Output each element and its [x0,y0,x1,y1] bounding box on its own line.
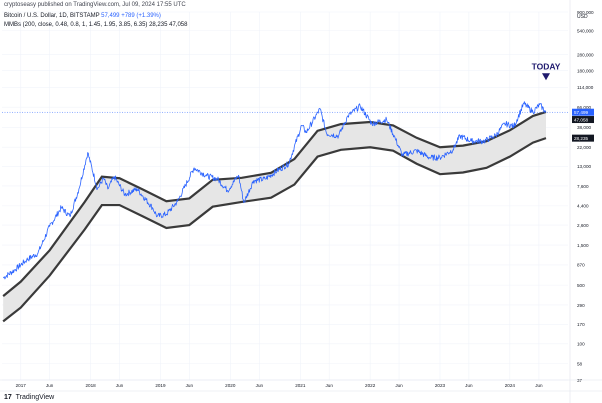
y-tick-label: 870 [577,263,585,268]
x-tick-label: 2017 [16,383,27,388]
y-tick-label: 114,000 [577,85,594,90]
tradingview-brand: TradingView [15,394,55,401]
down-arrow-icon [541,73,550,81]
last-price-tag-bg [572,108,594,116]
y-tick-label: 38,000 [577,125,591,130]
x-tick-label: Jun [46,383,54,388]
last-price-text: 57,499 [101,13,120,19]
x-tick-label: 2024 [505,383,516,388]
y-tick-label: 13,000 [577,164,591,169]
y-tick-label: 900,000 [577,10,594,15]
lower-band-tag-bg [572,134,594,142]
indicator-value-2: 47,058 [169,22,188,28]
x-tick-label: 2023 [435,383,446,388]
x-axis: 2017 Jun 2018 Jun 2019 Jun 2020 Jun 2021 Jun 2022 J… [0,379,602,392]
x-tick-label: Jun [465,383,473,388]
x-tick-label: Jun [116,383,124,388]
tradingview-logo[interactable]: 17 TradingView [4,394,54,401]
bands [2,110,547,323]
grid [2,11,568,381]
indicator-params: MMBs (200, close, 0.48, 0.8, 1, 1.45, 1.… [4,22,148,28]
x-tick-label: 2021 [295,383,306,388]
y-tick-label: 58 [577,361,583,366]
x-tick-label: Jun [395,383,403,388]
y-tick-label: 100 [577,342,585,347]
currency-label: USD [577,14,588,20]
y-tick-label: 66,000 [577,105,591,110]
x-tick-label: Jun [535,383,543,388]
lower-band-line [2,137,547,323]
lower-band-tag: 28,235 [574,136,588,141]
y-tick-label: 500 [577,283,585,288]
y-tick-label: 1,500 [577,243,589,248]
x-tick-label: 2022 [365,383,376,388]
y-tick-label: 7,600 [577,184,589,189]
symbol-name: Bitcoin / U.S. Dollar, 1D, BITSTAMP [4,13,100,19]
y-tick-label: 4,400 [577,204,589,209]
annotation-layer: TODAY [532,61,561,81]
x-tick-label: 2018 [85,383,96,388]
y-tick-label: 280,000 [577,52,594,57]
x-tick-label: 2020 [225,383,236,388]
x-tick-label: Jun [325,383,333,388]
y-tick-label: 180,000 [577,68,594,73]
y-tick-label: 22,000 [577,145,591,150]
y-tick-label: 540,000 [577,28,594,33]
indicator-value-1: 28,235 [149,22,168,28]
symbol-line: Bitcoin / U.S. Dollar, 1D, BITSTAMP 57,4… [4,13,161,20]
y-tick-label: 290 [577,303,585,308]
x-tick-label: Jun [186,383,194,388]
upper-band-tag-bg [572,116,594,124]
publish-credit: cryptoseasy published on TradingView.com… [4,2,186,9]
today-label: TODAY [532,61,561,71]
x-tick-label: 2019 [155,383,166,388]
band-fill [3,111,546,322]
tradingview-logo-icon: 17 [4,394,12,401]
credit-text: cryptoseasy published on TradingView.com… [4,2,186,8]
y-tick-label: 2,600 [577,223,589,228]
upper-band-tag: 47,058 [574,117,588,122]
x-tick-label: Jun [256,383,264,388]
price-line [2,101,547,280]
last-price-tag: 57,499 [574,110,588,115]
price-change: +789 (+1.39%) [121,13,161,19]
price-series [2,101,568,280]
y-tick-label: 170 [577,322,585,327]
indicator-line: MMBs (200, close, 0.48, 0.8, 1, 1.45, 1.… [4,22,187,29]
